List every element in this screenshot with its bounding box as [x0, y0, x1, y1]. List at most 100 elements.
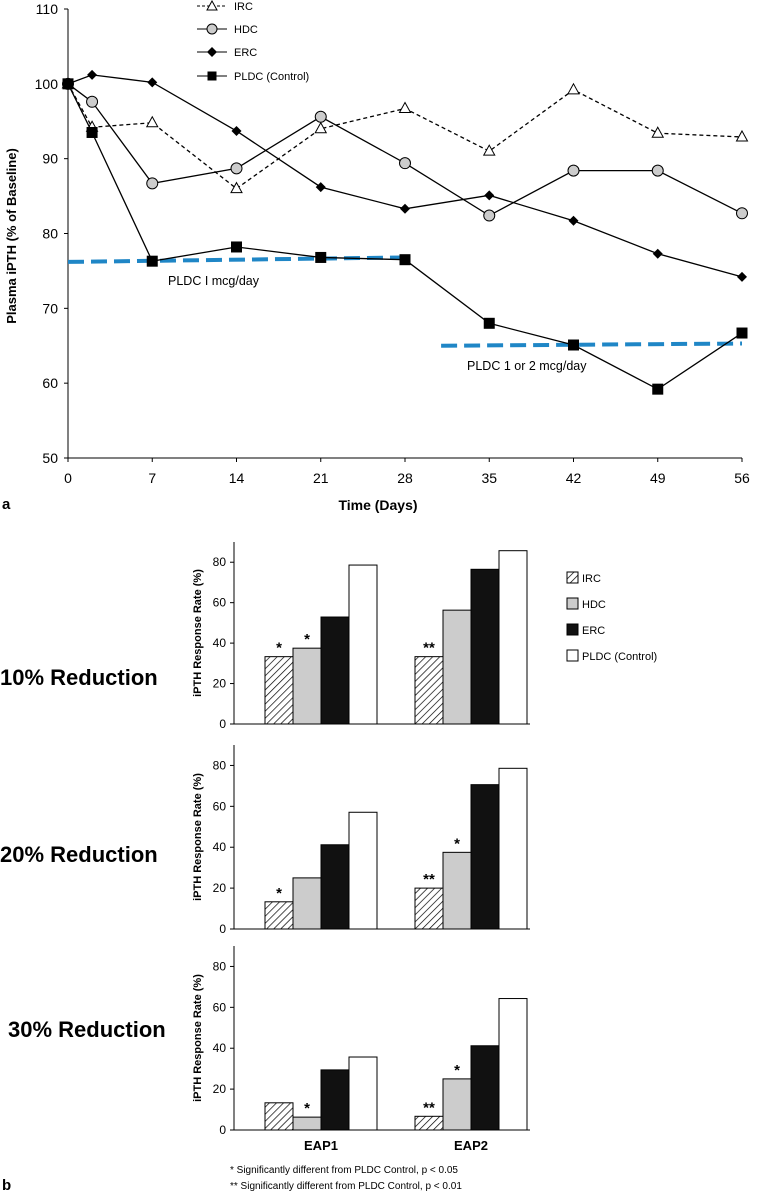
y-tick-label: 60 — [42, 375, 58, 391]
data-point-hdc — [483, 209, 496, 222]
legend-item-irc: IRC — [197, 0, 253, 13]
panel-label-a: a — [2, 496, 11, 513]
bar-y-tick-label: 60 — [213, 596, 227, 610]
legend-label-hdc: HDC — [234, 24, 258, 36]
bar-legend-label-hdc: HDC — [582, 599, 606, 611]
data-point-irc — [230, 181, 243, 194]
data-point-hdc — [314, 110, 327, 123]
legend-label-pldc: PLDC (Control) — [234, 71, 309, 83]
bar-legend-label-pldc: PLDC (Control) — [582, 651, 657, 663]
bar-hdc-eap2 — [442, 609, 472, 725]
reference-line-2 — [441, 341, 743, 348]
data-point-pldc-control — [483, 317, 495, 329]
y-tick-label: 70 — [42, 300, 58, 316]
data-point-pldc-control — [652, 383, 664, 395]
reference-lines — [67, 255, 743, 348]
series-hdc — [62, 77, 748, 222]
legend-item-erc: ERC — [197, 47, 257, 59]
data-point-erc — [568, 215, 579, 226]
data-point-pldc-control — [568, 339, 579, 351]
bar-erc-eap1 — [320, 844, 350, 930]
bar-y-tick-label: 40 — [213, 636, 227, 650]
legend-item-pldc: PLDC (Control) — [197, 71, 309, 83]
bar-y-tick-label: 0 — [219, 1123, 226, 1137]
data-point-hdc — [567, 164, 580, 177]
significance-marker: * — [304, 1100, 310, 1117]
square-marker-icon — [207, 71, 217, 81]
data-point-pldc-control — [146, 255, 158, 267]
data-point-hdc — [146, 177, 159, 190]
bar-y-axis-title: iPTH Response Rate (%) — [192, 773, 204, 901]
y-axis-ticks: 50 60 70 80 90 100 110 — [35, 1, 68, 466]
y-tick-label: 50 — [42, 450, 58, 466]
bar-y-tick-label: 20 — [213, 677, 227, 691]
bar-irc-eap1 — [264, 901, 294, 930]
footnote-double-asterisk: ** Significantly different from PLDC Con… — [230, 1181, 462, 1192]
data-point-irc — [651, 126, 665, 138]
category-label-eap1: EAP1 — [304, 1138, 338, 1153]
data-point-irc — [567, 82, 580, 95]
data-point-pldc-control — [231, 241, 242, 253]
bar-y-tick-label: 80 — [213, 555, 227, 569]
bar-pldc-control-eap1 — [348, 564, 378, 725]
legend-label-irc: IRC — [234, 1, 253, 13]
bar-y-tick-label: 0 — [219, 922, 226, 936]
data-point-pldc-control — [86, 126, 98, 138]
bar-irc-eap2 — [414, 1115, 444, 1131]
grey-swatch-icon — [566, 597, 579, 610]
bar-y-tick-label: 60 — [213, 1000, 227, 1014]
bar-y-tick-label: 40 — [213, 840, 227, 854]
triangle-marker-icon — [206, 0, 218, 11]
bar-pldc-control-eap2 — [498, 998, 528, 1131]
legend-label-erc: ERC — [234, 47, 257, 59]
bar-erc-eap2 — [470, 568, 500, 725]
y-tick-label: 110 — [36, 1, 59, 17]
significance-marker: * — [454, 835, 460, 852]
data-point-erc — [315, 182, 326, 193]
footnote-single-asterisk: * Significantly different from PLDC Cont… — [230, 1165, 458, 1176]
x-tick-label: 35 — [481, 470, 497, 486]
data-point-pldc-control — [315, 251, 327, 263]
data-point-erc — [147, 77, 158, 88]
data-point-erc — [484, 190, 495, 201]
circle-marker-icon — [206, 23, 218, 35]
legend: IRC HDC ERC PLDC (Control) — [197, 0, 309, 83]
data-point-irc — [735, 129, 749, 142]
bar-legend-label-erc: ERC — [582, 625, 605, 637]
data-point-irc — [482, 144, 496, 156]
significance-marker: ** — [423, 1099, 435, 1116]
bar-erc-eap2 — [470, 1045, 500, 1131]
bar-pldc-control-eap1 — [348, 1056, 378, 1131]
y-tick-label: 100 — [35, 76, 59, 92]
bar-erc-eap1 — [320, 616, 350, 725]
bar-legend-label-irc: IRC — [582, 573, 601, 585]
bar-y-tick-label: 0 — [219, 717, 226, 731]
data-point-irc — [145, 115, 159, 128]
data-point-erc — [737, 271, 747, 282]
data-point-hdc — [736, 207, 748, 220]
bar-pldc-control-eap2 — [498, 550, 528, 725]
x-tick-label: 49 — [650, 470, 666, 486]
y-tick-label: 80 — [42, 226, 58, 242]
series-line-erc — [67, 74, 743, 278]
bar-hdc-eap2 — [442, 1078, 472, 1131]
bar-irc-eap2 — [414, 887, 444, 930]
bar-erc-eap2 — [470, 784, 500, 930]
significance-marker: * — [304, 631, 310, 648]
bar-chart-title-10: 10% Reduction — [0, 665, 158, 690]
data-point-erc — [652, 248, 663, 259]
x-tick-label: 42 — [566, 470, 582, 486]
bar-pldc-control-eap1 — [348, 811, 378, 930]
bar-legend-item-irc: IRC — [566, 571, 601, 585]
panel-label-b: b — [2, 1177, 12, 1194]
significance-marker: ** — [423, 871, 435, 888]
bar-y-tick-label: 80 — [213, 758, 227, 772]
data-point-hdc — [86, 95, 99, 108]
data-point-erc — [87, 69, 98, 80]
x-axis-ticks: 0 7 14 21 28 35 42 49 56 — [64, 458, 750, 486]
bar-y-axis-title: iPTH Response Rate (%) — [192, 974, 204, 1102]
bar-charts: 10% Reduction 20% Reduction 30% Reductio… — [0, 542, 657, 1153]
bar-y-tick-label: 20 — [213, 1082, 227, 1096]
series-pldc-control — [62, 78, 748, 395]
